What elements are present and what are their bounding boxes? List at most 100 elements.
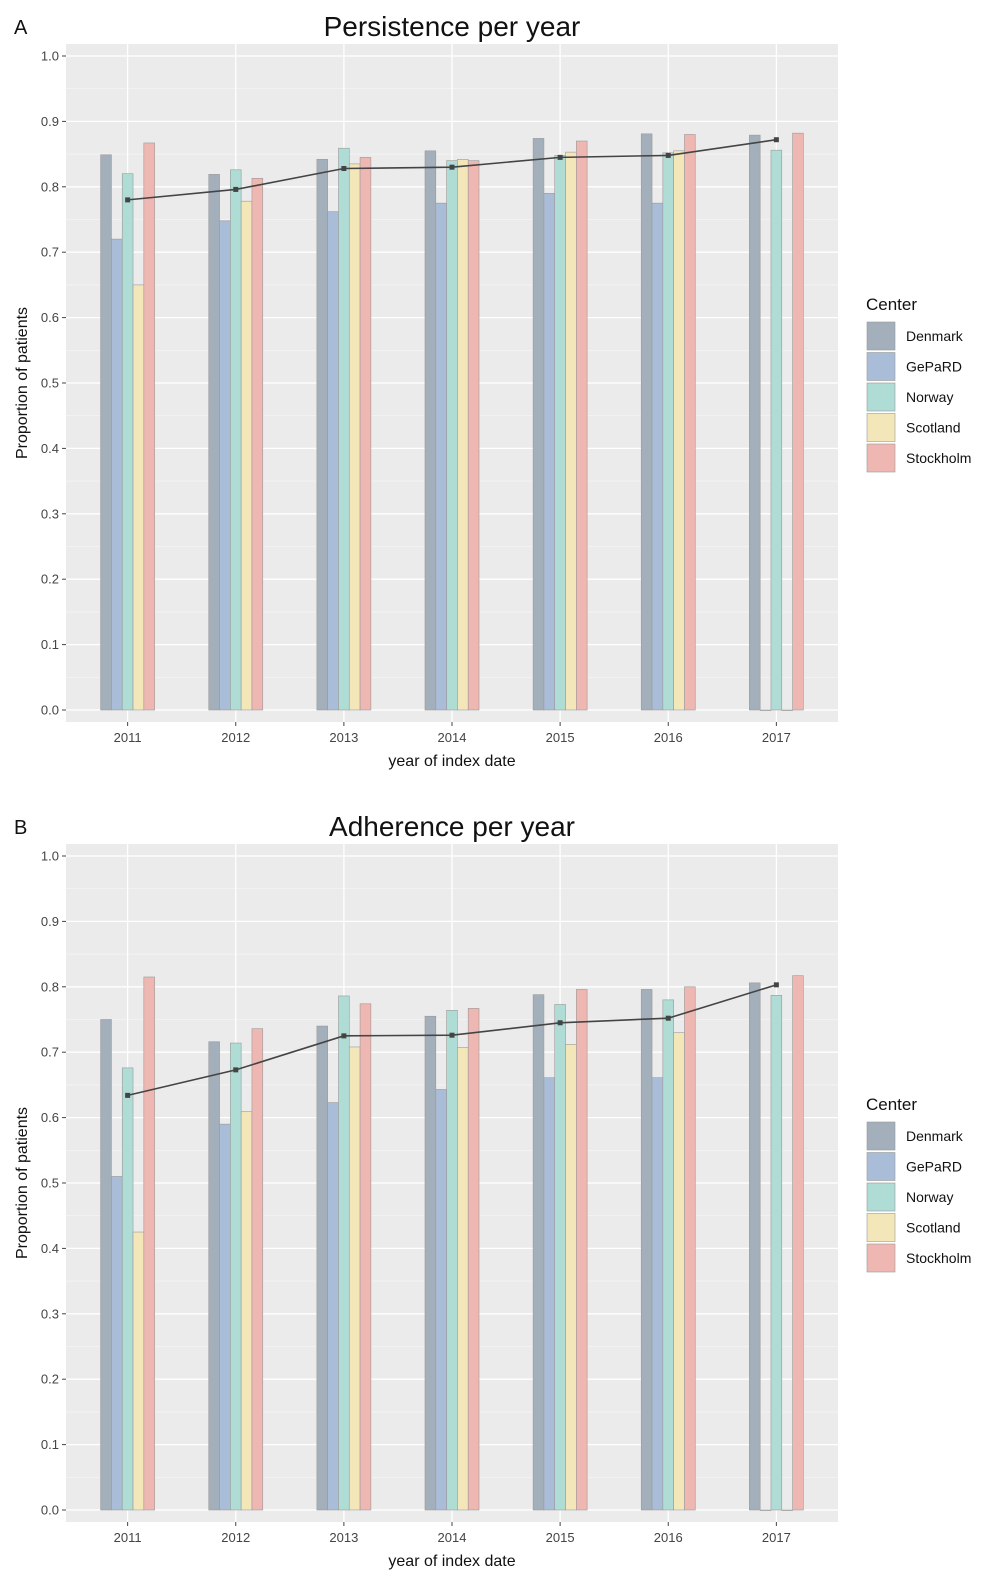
bar-denmark-2012	[208, 174, 220, 711]
x-tick-label: 2011	[114, 730, 142, 745]
legend-key-norway	[866, 1182, 896, 1212]
y-tick-label: 1.0	[41, 849, 59, 864]
bar-norway-2015	[554, 155, 566, 711]
y-tick-label: 0.0	[41, 703, 59, 718]
bar-gepard-2015	[543, 1077, 556, 1511]
bar-gepard-2016	[651, 202, 664, 711]
bar-denmark-2016	[640, 989, 653, 1511]
bar-stockholm-2017	[792, 975, 804, 1511]
persistence-chart: 0.0 0.1 0.2 0.3 0.4 0.5 0.6 0.7 0.8 0.9 1.0 2011 201…	[14, 11, 971, 770]
bar-denmark-2016	[640, 133, 653, 711]
x-tick-label: 2011	[114, 1530, 142, 1545]
legend-label: Norway	[906, 1189, 953, 1205]
bar-stockholm-2014	[467, 1008, 480, 1511]
bar-norway-2012	[230, 1042, 242, 1511]
bar-scotland-2011	[132, 284, 145, 711]
legend-title: Center	[866, 1095, 917, 1114]
y-tick-label: 0.3	[41, 1306, 59, 1321]
bar-denmark-2017	[749, 134, 761, 711]
bar-scotland-2014	[457, 1047, 469, 1511]
bar-gepard-2013	[327, 1102, 339, 1511]
legend-label: Scotland	[906, 1220, 960, 1236]
x-tick-label: 2014	[438, 730, 467, 745]
bar-scotland-2017	[781, 1509, 793, 1511]
trend-point	[557, 154, 563, 160]
legend-key-stockholm	[866, 1243, 896, 1273]
bar-scotland-2012	[240, 1111, 253, 1511]
trend-point	[557, 1020, 563, 1026]
bar-stockholm-2011	[143, 976, 155, 1511]
legend-key-denmark	[866, 1121, 896, 1151]
legend-label: Scotland	[906, 420, 960, 436]
y-tick-label: 0.9	[41, 914, 59, 929]
bar-stockholm-2017	[792, 132, 804, 711]
bar-denmark-2014	[424, 1015, 437, 1511]
legend-key-stockholm	[866, 443, 896, 473]
y-tick-label: 0.8	[41, 179, 59, 194]
x-tick-label: 2016	[654, 1530, 683, 1545]
legend-key-scotland	[866, 1213, 896, 1242]
bar-scotland-2016	[673, 1032, 685, 1511]
y-tick-label: 0.8	[41, 979, 59, 994]
bar-norway-2011	[121, 173, 134, 711]
bar-scotland-2011	[132, 1231, 145, 1511]
bar-stockholm-2015	[576, 140, 588, 711]
legend-label: Stockholm	[906, 1250, 971, 1266]
y-tick-label: 0.1	[41, 1437, 59, 1452]
y-tick-label: 0.5	[41, 1176, 59, 1191]
legend-title: Center	[866, 295, 917, 314]
y-tick-label: 0.2	[41, 1372, 59, 1387]
trend-point	[773, 137, 779, 143]
trend-point	[665, 1015, 671, 1021]
bar-scotland-2012	[240, 200, 253, 711]
trend-point	[341, 1033, 347, 1039]
legend-label: GePaRD	[906, 359, 962, 375]
trend-point	[665, 152, 671, 158]
persistence-chart-panel: 0.0 0.1 0.2 0.3 0.4 0.5 0.6 0.7 0.8 0.9 1.0 2011 201…	[0, 0, 986, 790]
legend-key-scotland	[866, 413, 896, 442]
bar-stockholm-2012	[251, 1028, 264, 1511]
bar-scotland-2015	[565, 151, 577, 711]
x-tick-label: 2014	[438, 1530, 467, 1545]
bar-gepard-2014	[435, 1089, 447, 1511]
x-tick-label: 2015	[546, 1530, 575, 1545]
trend-point	[125, 1092, 131, 1098]
bar-norway-2012	[230, 169, 242, 711]
y-tick-label: 0.7	[41, 245, 59, 260]
y-tick-label: 0.3	[41, 506, 59, 521]
legend-label: Denmark	[906, 328, 964, 344]
x-tick-label: 2012	[221, 1530, 250, 1545]
bar-denmark-2011	[100, 154, 112, 711]
x-tick-label: 2015	[546, 730, 575, 745]
x-axis-label: year of index date	[388, 1553, 515, 1570]
trend-point	[233, 186, 239, 192]
bar-stockholm-2013	[359, 1003, 372, 1511]
y-tick-label: 0.4	[41, 1241, 59, 1256]
legend-key-gepard	[866, 352, 896, 381]
x-tick-label: 2017	[762, 1530, 791, 1545]
bar-denmark-2013	[316, 159, 328, 711]
y-tick-label: 0.6	[41, 1110, 59, 1125]
panel-label: B	[14, 817, 27, 839]
bar-denmark-2015	[532, 994, 545, 1511]
bar-denmark-2014	[424, 150, 437, 711]
adherence-chart: 0.0 0.1 0.2 0.3 0.4 0.5 0.6 0.7 0.8 0.9 1.0 2011 201…	[14, 811, 971, 1570]
y-tick-label: 0.1	[41, 637, 59, 652]
bar-gepard-2015	[543, 193, 556, 711]
legend-label: Stockholm	[906, 450, 971, 466]
trend-point	[341, 165, 347, 171]
bar-norway-2013	[338, 147, 350, 711]
bar-gepard-2013	[327, 211, 339, 711]
y-tick-label: 0.7	[41, 1045, 59, 1060]
bar-stockholm-2015	[576, 989, 588, 1511]
y-axis-label: Proportion of patients	[14, 1107, 31, 1259]
bar-stockholm-2012	[251, 177, 264, 711]
bar-denmark-2015	[532, 138, 545, 711]
y-tick-label: 0.6	[41, 310, 59, 325]
chart-title: Adherence per year	[329, 811, 575, 842]
legend-key-gepard	[866, 1152, 896, 1181]
x-tick-label: 2016	[654, 730, 683, 745]
adherence-chart-panel: 0.0 0.1 0.2 0.3 0.4 0.5 0.6 0.7 0.8 0.9 1.0 2011 201…	[0, 800, 986, 1590]
bar-scotland-2016	[673, 150, 685, 711]
panel-label: A	[14, 17, 28, 39]
